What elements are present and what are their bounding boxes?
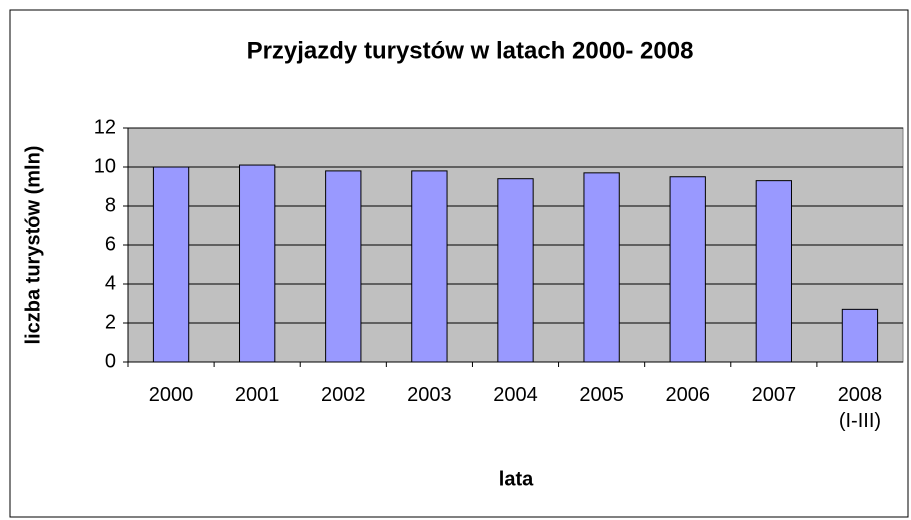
x-tick-label: 2002 — [321, 384, 366, 406]
bar — [411, 170, 448, 363]
bar — [755, 180, 792, 363]
y-tick-label: 2 — [105, 311, 116, 333]
y-axis-title: liczba turystów (mln) — [22, 146, 44, 345]
bar — [239, 164, 276, 363]
bar — [583, 172, 620, 363]
x-tick-label: 2004 — [493, 384, 538, 406]
x-tick-label: 2001 — [234, 384, 280, 406]
y-tick-label: 0 — [105, 350, 116, 372]
y-tick-label: 4 — [105, 272, 116, 294]
y-tick-label: 8 — [105, 194, 116, 216]
bar — [669, 176, 706, 363]
bar — [152, 166, 190, 363]
y-tick-label: 10 — [94, 155, 116, 177]
y-tick-label: 12 — [94, 116, 116, 138]
chart-title: Przyjazdy turystów w latach 2000- 2008 — [247, 37, 694, 64]
x-tick-label: 2007 — [751, 384, 797, 406]
x-axis-title: lata — [499, 468, 534, 490]
bar — [325, 170, 362, 363]
bar — [841, 308, 879, 363]
x-tick-label: 2005 — [579, 384, 624, 406]
bar — [497, 178, 534, 363]
x-tick-label: 2000 — [148, 384, 194, 406]
y-tick-label: 6 — [105, 233, 116, 255]
x-tick-label: 2006 — [665, 384, 710, 406]
x-tick-label: 2008 (I-III) — [837, 384, 883, 432]
x-tick-label: 2003 — [407, 384, 452, 406]
